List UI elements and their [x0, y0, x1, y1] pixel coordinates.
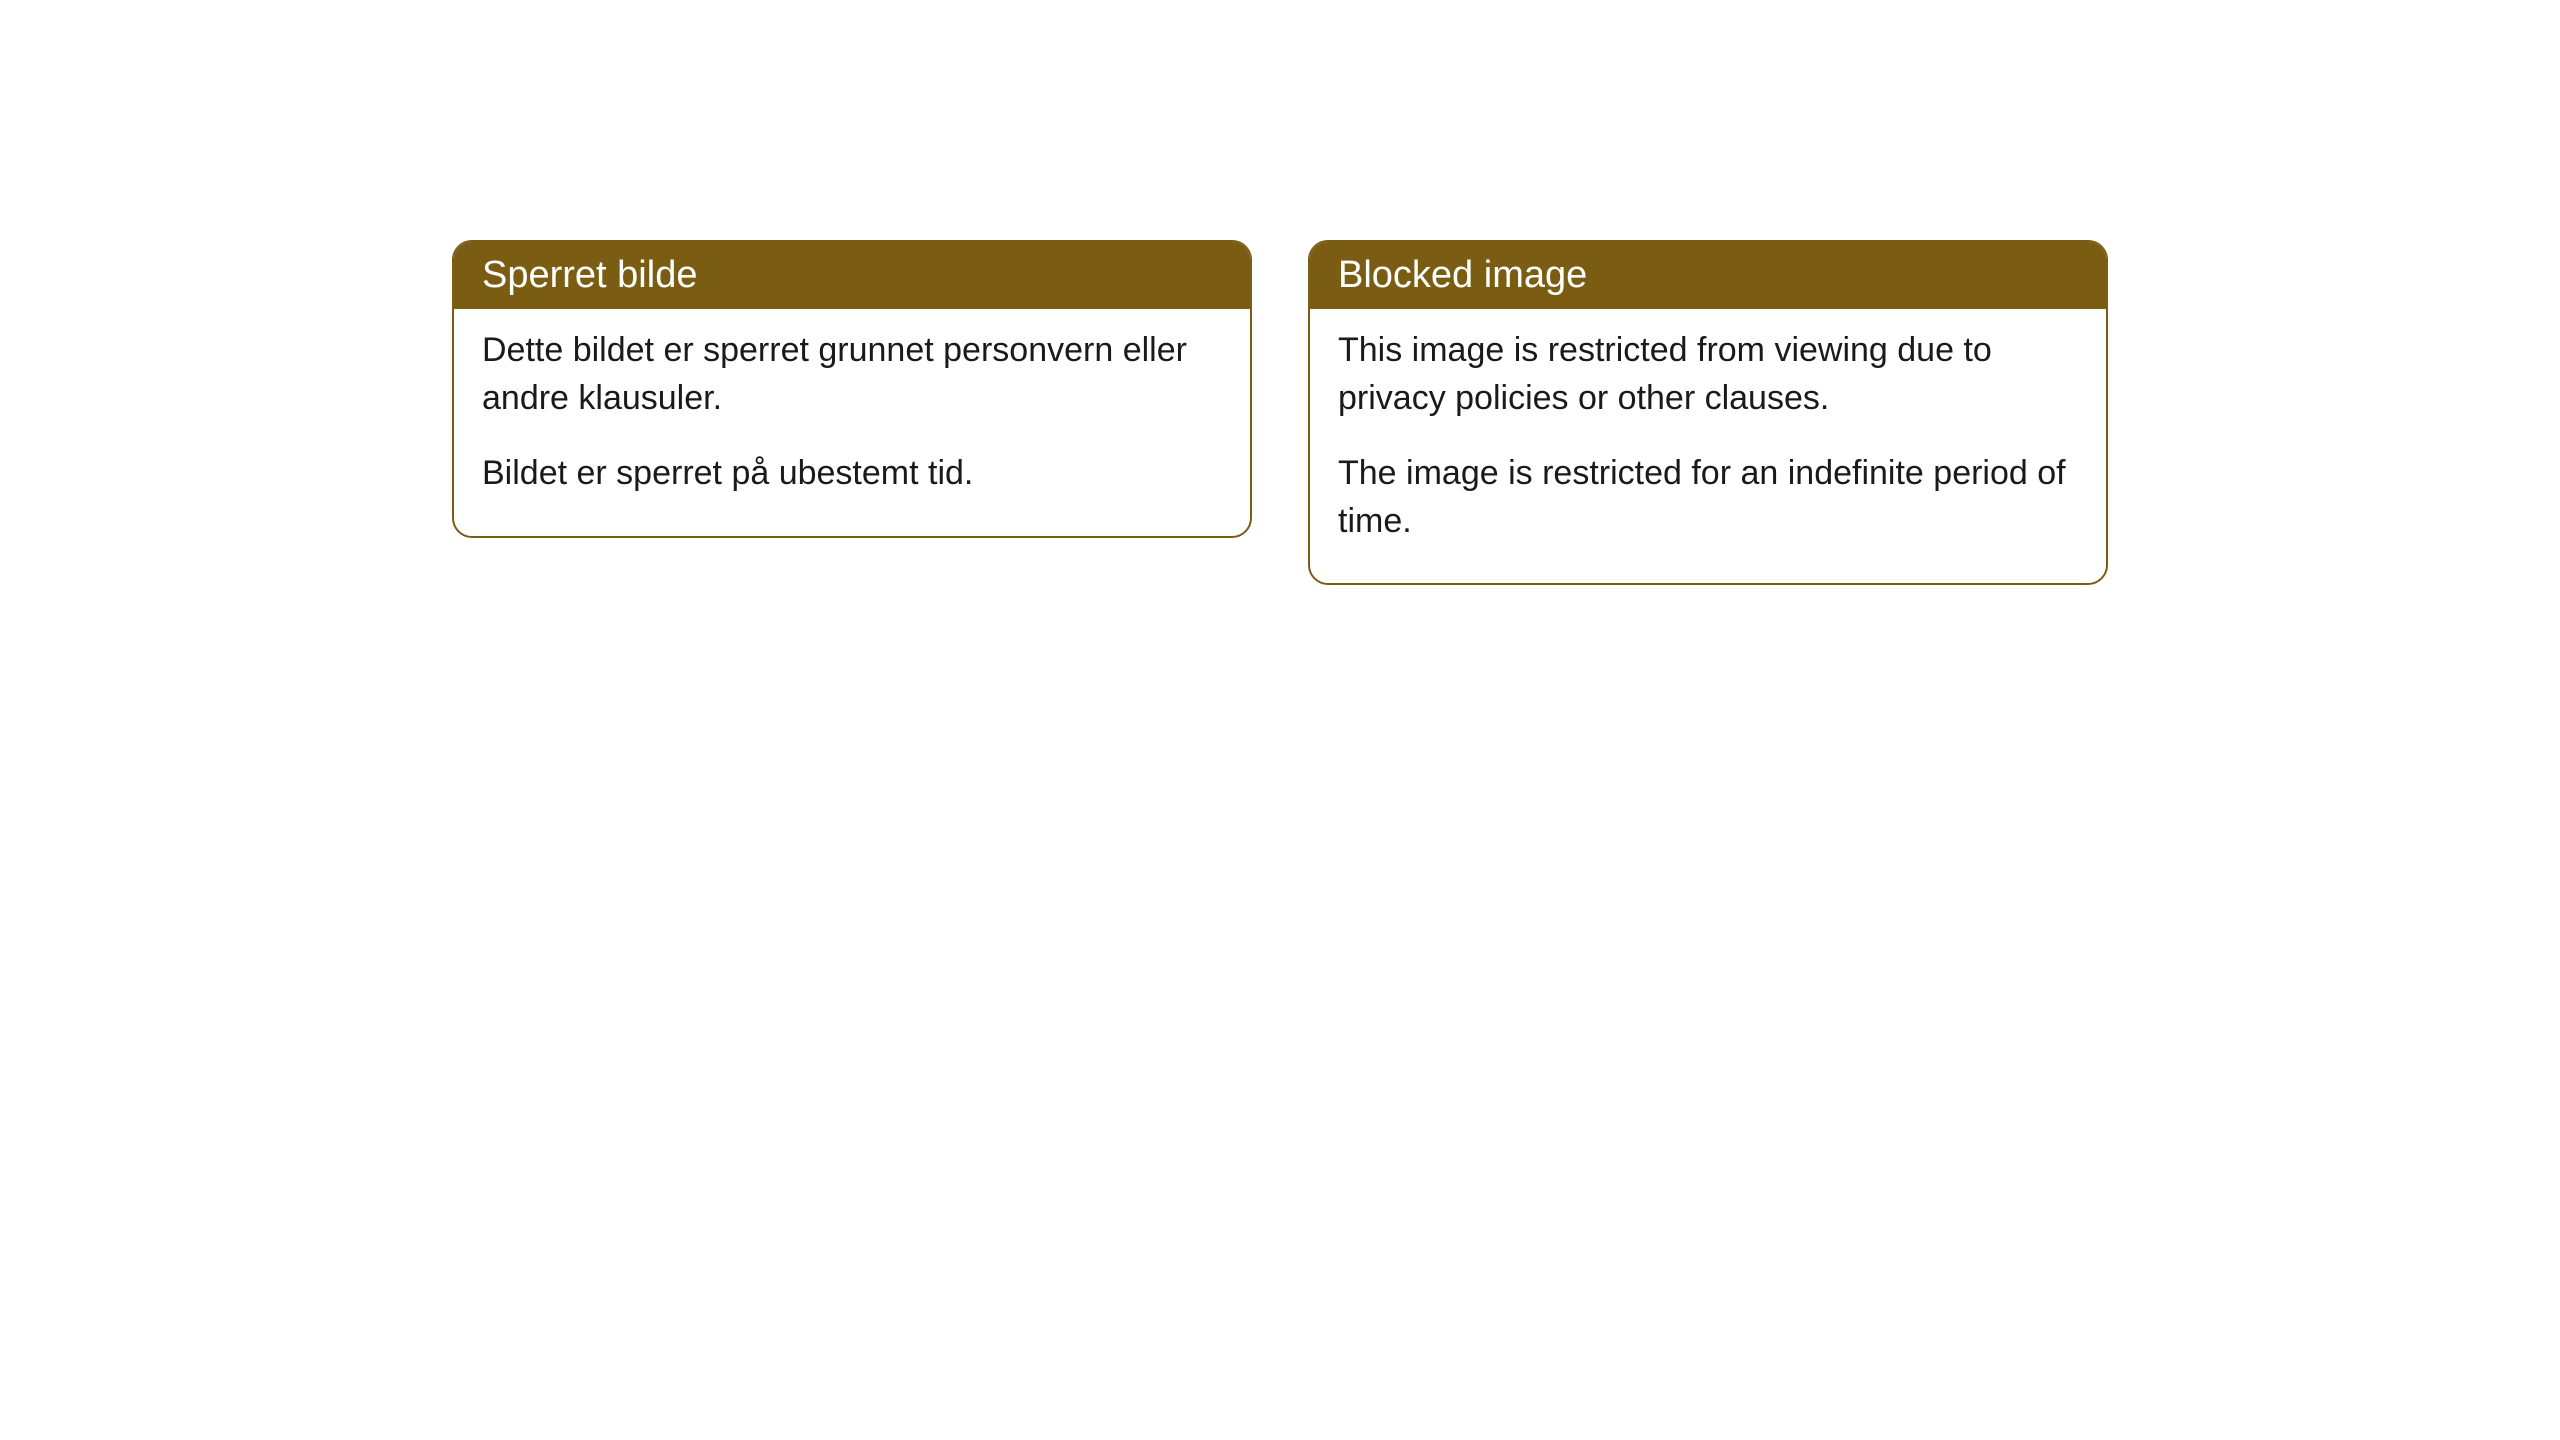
card-title-english: Blocked image — [1338, 254, 1587, 296]
card-paragraph-2-english: The image is restricted for an indefinit… — [1338, 450, 2078, 545]
card-body-english: This image is restricted from viewing du… — [1310, 309, 2106, 583]
card-paragraph-1-norwegian: Dette bildet er sperret grunnet personve… — [482, 327, 1222, 422]
card-body-norwegian: Dette bildet er sperret grunnet personve… — [454, 309, 1250, 536]
card-title-norwegian: Sperret bilde — [482, 254, 697, 296]
card-header-norwegian: Sperret bilde — [454, 242, 1250, 309]
card-paragraph-2-norwegian: Bildet er sperret på ubestemt tid. — [482, 450, 1222, 498]
card-paragraph-1-english: This image is restricted from viewing du… — [1338, 327, 2078, 422]
blocked-image-card-norwegian: Sperret bilde Dette bildet er sperret gr… — [452, 240, 1252, 538]
blocked-image-card-english: Blocked image This image is restricted f… — [1308, 240, 2108, 585]
cards-container: Sperret bilde Dette bildet er sperret gr… — [452, 240, 2108, 1440]
card-header-english: Blocked image — [1310, 242, 2106, 309]
